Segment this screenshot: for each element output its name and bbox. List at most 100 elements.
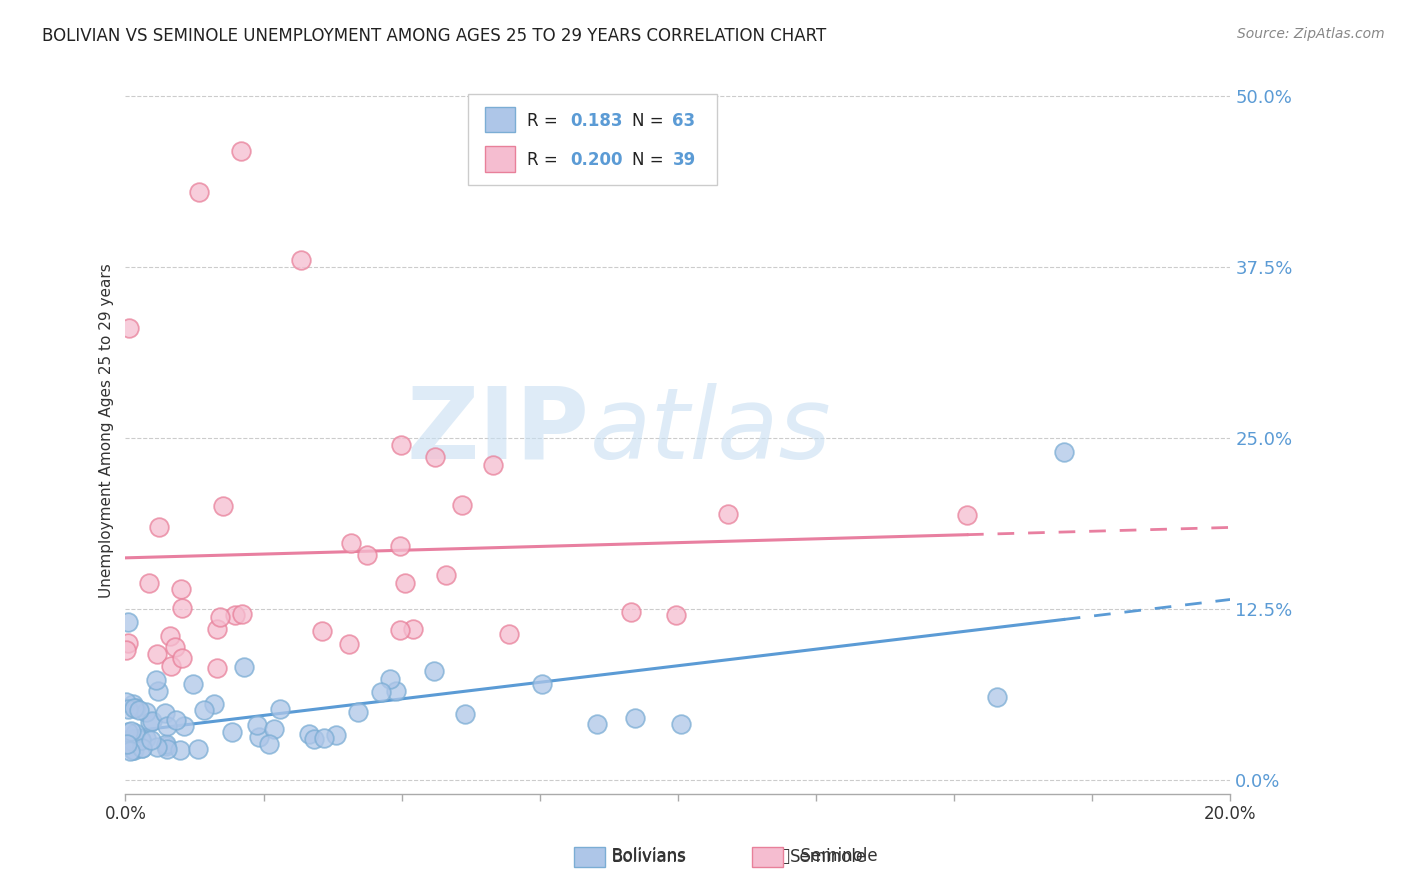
Text: ⬜  Seminole: ⬜ Seminole [780, 847, 877, 865]
Text: Bolivians: Bolivians [612, 848, 686, 866]
Point [170, 601, 193, 615]
Point [205, 623, 228, 637]
Point [183, 677, 205, 691]
Point [141, 714, 163, 728]
Point [146, 648, 169, 662]
Point [115, 695, 138, 709]
Point [122, 743, 145, 757]
FancyBboxPatch shape [468, 94, 717, 185]
Text: 39: 39 [672, 151, 696, 169]
Point [394, 575, 416, 590]
Point [389, 438, 412, 452]
Point [156, 741, 179, 756]
Point [155, 739, 177, 754]
Point [153, 706, 176, 721]
Point [454, 707, 477, 722]
FancyBboxPatch shape [485, 106, 516, 133]
Point [434, 568, 457, 582]
Point [389, 623, 412, 637]
Point [717, 507, 740, 521]
Text: BOLIVIAN VS SEMINOLE UNEMPLOYMENT AMONG AGES 25 TO 29 YEARS CORRELATION CHART: BOLIVIAN VS SEMINOLE UNEMPLOYMENT AMONG … [42, 27, 827, 45]
Point [159, 629, 181, 643]
Point [173, 719, 195, 733]
Text: ⬜  Bolivians: ⬜ Bolivians [591, 847, 686, 865]
Point [337, 637, 360, 651]
Point [311, 624, 333, 638]
Text: ZIP: ZIP [406, 383, 589, 480]
Point [257, 737, 280, 751]
Point [956, 508, 979, 523]
Point [128, 703, 150, 717]
Point [170, 651, 193, 665]
Text: N =: N = [631, 151, 668, 169]
FancyBboxPatch shape [485, 145, 516, 171]
Point [402, 622, 425, 636]
Point [356, 548, 378, 562]
Point [224, 607, 246, 622]
Point [122, 701, 145, 715]
Point [155, 737, 177, 751]
Point [247, 730, 270, 744]
Point [131, 741, 153, 756]
Point [187, 741, 209, 756]
Point [129, 733, 152, 747]
Point [148, 684, 170, 698]
Point [202, 697, 225, 711]
Point [170, 582, 193, 596]
Y-axis label: Unemployment Among Ages 25 to 29 years: Unemployment Among Ages 25 to 29 years [100, 264, 114, 599]
Point [117, 615, 139, 629]
Point [115, 737, 138, 751]
Point [131, 741, 153, 756]
Point [340, 535, 363, 549]
Text: R =: R = [526, 151, 562, 169]
Text: 0.200: 0.200 [571, 151, 623, 169]
Point [389, 539, 412, 553]
Text: Source: ZipAtlas.com: Source: ZipAtlas.com [1237, 27, 1385, 41]
Point [1053, 444, 1076, 458]
Point [312, 731, 335, 745]
Point [423, 664, 446, 678]
Point [117, 725, 139, 739]
Point [169, 743, 191, 757]
Point [233, 660, 256, 674]
Point [122, 697, 145, 711]
Point [159, 659, 181, 673]
Point [231, 607, 253, 621]
Point [246, 717, 269, 731]
Point [221, 725, 243, 739]
Point [986, 690, 1008, 704]
Point [665, 608, 688, 623]
Text: Seminole: Seminole [790, 848, 868, 866]
Point [347, 705, 370, 719]
Point [531, 677, 554, 691]
Point [669, 717, 692, 731]
Point [129, 732, 152, 747]
Point [163, 640, 186, 654]
Point [120, 723, 142, 738]
Point [378, 672, 401, 686]
Point [139, 715, 162, 730]
Point [156, 719, 179, 733]
Point [188, 185, 211, 199]
Point [193, 703, 215, 717]
Point [117, 636, 139, 650]
Point [124, 726, 146, 740]
Point [124, 743, 146, 757]
Text: N =: N = [631, 112, 668, 130]
Point [125, 700, 148, 714]
Point [145, 673, 167, 687]
Text: atlas: atlas [589, 383, 831, 480]
Point [121, 734, 143, 748]
Point [423, 450, 446, 464]
Point [139, 733, 162, 747]
Point [269, 702, 291, 716]
Point [263, 722, 285, 736]
Point [498, 627, 520, 641]
Point [115, 642, 138, 657]
Point [124, 731, 146, 746]
Point [290, 253, 312, 268]
Point [165, 713, 187, 727]
Point [118, 744, 141, 758]
Point [482, 458, 505, 473]
Point [209, 610, 232, 624]
